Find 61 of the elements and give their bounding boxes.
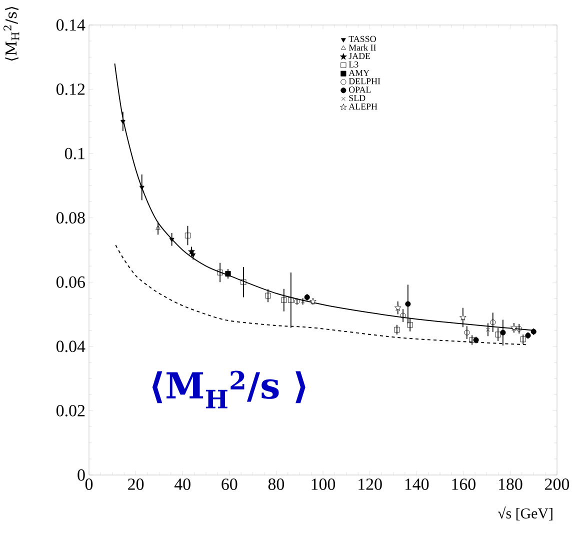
point — [288, 297, 294, 303]
legend-label: TASSO — [348, 36, 376, 42]
x-tick-label: 80 — [268, 478, 284, 490]
legend-label: AMY — [348, 70, 370, 76]
point — [120, 120, 126, 124]
y-tick-label: 0.04 — [56, 340, 86, 352]
y-tick-label: 0.12 — [56, 84, 85, 96]
point — [516, 326, 522, 332]
x-tick-label: 40 — [174, 478, 190, 490]
point — [184, 232, 191, 238]
point — [490, 320, 496, 326]
legend-label: SLD — [349, 95, 366, 102]
x-tick-label: 20 — [128, 478, 144, 490]
point — [139, 186, 144, 190]
legend-label: OPAL — [349, 86, 371, 93]
x-tick-label: 100 — [312, 478, 336, 490]
x-tick-label: 180 — [498, 478, 522, 490]
point — [400, 312, 406, 318]
legend-label: L3 — [348, 61, 358, 68]
point — [525, 332, 531, 338]
point — [394, 304, 402, 311]
point — [500, 330, 506, 336]
point — [520, 336, 526, 342]
y-tick-label: 0 — [78, 469, 85, 481]
annotation: ⟨M$_{H}$$^{2}$/s ⟩ — [152, 370, 306, 408]
point — [265, 292, 271, 298]
point — [486, 328, 490, 332]
point — [217, 270, 223, 276]
point — [310, 298, 316, 304]
y-tick-label: 0.1 — [64, 148, 84, 160]
x-tick-label: 160 — [452, 478, 476, 490]
x-tick-label: 60 — [222, 478, 238, 490]
legend-label: JADE — [348, 53, 370, 60]
x-axis-title: √s [GeV] — [498, 506, 552, 520]
y-tick-label: 0.06 — [56, 276, 85, 288]
y-axis-title: ⟨M$_{H}$$^{2}$/s⟩ — [4, 6, 20, 61]
point — [510, 324, 518, 331]
legend-label: DELPHI — [348, 78, 380, 84]
legend-label: ALEPH — [348, 104, 378, 110]
point — [469, 337, 475, 343]
y-tick-label: 0.08 — [56, 212, 85, 224]
point — [473, 337, 479, 343]
point — [407, 322, 413, 328]
point — [169, 238, 174, 242]
point — [304, 294, 310, 300]
x-tick-label: 120 — [358, 478, 382, 490]
point — [464, 330, 470, 336]
legend-label: Mark II — [348, 44, 376, 51]
point — [156, 225, 160, 230]
point — [225, 270, 231, 277]
point — [394, 326, 400, 332]
x-tick-label: 200 — [545, 478, 570, 490]
x-tick-label: 140 — [405, 478, 429, 490]
point — [240, 279, 246, 285]
point — [281, 297, 287, 303]
point — [495, 332, 501, 338]
point — [405, 301, 411, 307]
x-tick-label: 0 — [85, 478, 93, 490]
point — [460, 314, 466, 320]
y-tick-label: 0.02 — [56, 404, 85, 416]
y-tick-label: 0.14 — [56, 19, 86, 31]
